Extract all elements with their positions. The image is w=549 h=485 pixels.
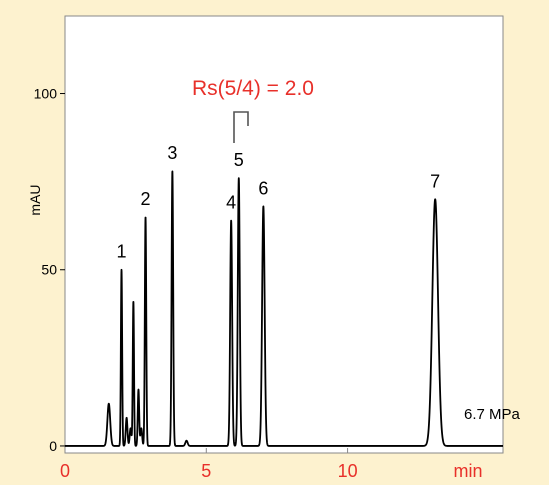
peak-label: 1 xyxy=(117,242,127,262)
x-tick-label: 0 xyxy=(60,461,70,481)
pressure-label: 6.7 MPa xyxy=(464,406,521,423)
peak-label: 5 xyxy=(234,150,244,170)
x-tick-label: 10 xyxy=(338,461,358,481)
resolution-annotation: Rs(5/4) = 2.0 xyxy=(192,77,314,100)
y-tick-label: 50 xyxy=(41,262,57,278)
y-tick-label: 100 xyxy=(34,86,58,102)
peak-labels: 1 2 3 4 56 7 xyxy=(117,143,441,262)
trace-layer xyxy=(64,170,504,447)
peak-label: 2 xyxy=(141,189,151,209)
chromatogram-trace xyxy=(64,170,504,447)
peak-label: 6 xyxy=(258,178,268,198)
x-axis-unit-label: min xyxy=(453,461,482,481)
x-tick-label: 5 xyxy=(201,461,211,481)
peak-label: 3 xyxy=(167,143,177,163)
y-axis-label: mAU xyxy=(27,184,43,215)
y-tick-label: 0 xyxy=(49,438,57,454)
peak-label: 4 xyxy=(226,192,236,212)
peak-label: 7 xyxy=(430,171,440,191)
resolution-bracket xyxy=(233,111,249,143)
